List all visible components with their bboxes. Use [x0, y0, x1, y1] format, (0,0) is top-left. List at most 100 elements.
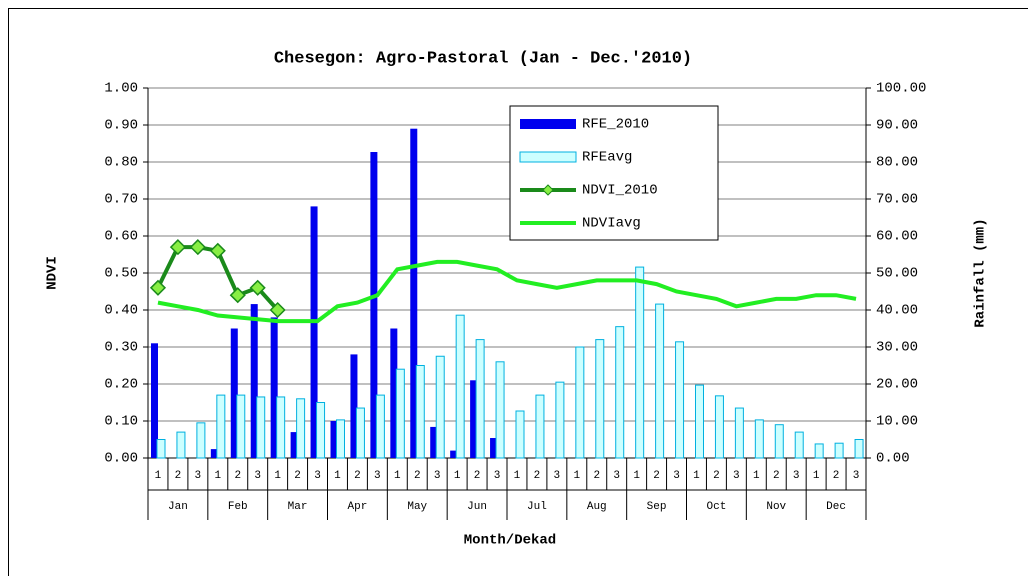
month-label: Oct: [707, 501, 727, 513]
bar: [370, 152, 378, 458]
bar: [390, 328, 398, 458]
bar: [375, 394, 385, 459]
legend-label: NDVI_2010: [582, 183, 658, 199]
bar: [350, 354, 358, 458]
bar: [535, 394, 545, 459]
y-axis-title: NDVI: [45, 256, 61, 290]
y2-tick-label: 80.00: [876, 155, 918, 171]
y-tick-label: 1.00: [104, 81, 138, 97]
bar: [475, 339, 485, 459]
y-tick-label: 0.90: [104, 118, 138, 134]
y-tick-label: 0.80: [104, 155, 138, 171]
y-tick-label: 0.00: [104, 451, 138, 467]
line: [157, 259, 857, 324]
y2-tick-label: 90.00: [876, 118, 918, 134]
x-tick-label: 2: [653, 470, 660, 482]
x-tick-label: 1: [215, 470, 222, 482]
y2-tick-label: 20.00: [876, 377, 918, 393]
y2-tick-label: 50.00: [876, 266, 918, 282]
bar: [256, 396, 266, 459]
y2-tick-label: 100.00: [876, 81, 926, 97]
y-tick-label: 0.10: [104, 414, 138, 430]
month-label: Dec: [826, 501, 846, 513]
marker: [229, 287, 246, 304]
bar: [276, 396, 286, 459]
bar: [290, 432, 298, 458]
month-label: May: [407, 501, 427, 513]
legend-label: RFEavg: [582, 150, 632, 166]
bar: [515, 410, 525, 459]
y-tick-label: 0.20: [104, 377, 138, 393]
bar: [430, 426, 438, 458]
y2-tick-label: 10.00: [876, 414, 918, 430]
bar: [490, 438, 498, 458]
bar: [316, 402, 326, 459]
x-tick-label: 3: [853, 470, 860, 482]
y-tick-label: 0.40: [104, 303, 138, 319]
y2-axis-title: Rainfall (mm): [973, 218, 989, 327]
bar: [330, 421, 338, 458]
x-tick-label: 3: [733, 470, 740, 482]
legend-marker: [542, 184, 554, 196]
bar: [230, 328, 238, 458]
month-label: Apr: [348, 501, 368, 513]
bar: [555, 381, 565, 459]
bar: [695, 384, 704, 459]
bar: [714, 395, 724, 459]
month-label: Jun: [467, 501, 487, 513]
legend-swatch: [519, 151, 577, 163]
x-tick-label: 1: [813, 470, 820, 482]
bar: [196, 422, 206, 459]
bar: [470, 380, 478, 458]
bar: [774, 424, 784, 459]
bar: [270, 317, 278, 458]
marker: [189, 239, 206, 256]
month-label: Jan: [168, 501, 188, 513]
bar: [794, 431, 804, 459]
x-tick-label: 3: [494, 470, 501, 482]
bar: [151, 343, 158, 458]
y2-tick-label: 0.00: [876, 451, 910, 467]
x-tick-label: 2: [713, 470, 720, 482]
x-tick-label: 3: [434, 470, 441, 482]
marker: [269, 301, 286, 319]
bar: [336, 419, 345, 459]
bar: [814, 443, 824, 459]
month-label: Nov: [766, 501, 786, 513]
bar: [236, 394, 246, 459]
x-tick-label: 1: [454, 470, 461, 482]
bar: [250, 304, 258, 458]
bar: [296, 398, 306, 459]
bar: [415, 365, 425, 459]
bar: [834, 442, 844, 459]
month-label: Mar: [288, 501, 308, 513]
x-tick-label: 2: [234, 470, 241, 482]
y2-tick-label: 30.00: [876, 340, 918, 356]
month-label: Feb: [228, 501, 248, 513]
x-tick-label: 3: [314, 470, 321, 482]
month-label: Jul: [527, 501, 547, 513]
x-tick-label: 2: [593, 470, 600, 482]
x-tick-label: 2: [474, 470, 481, 482]
bar: [675, 341, 685, 459]
legend-label: NDVIavg: [582, 216, 641, 232]
marker: [149, 279, 167, 296]
x-tick-label: 1: [693, 470, 700, 482]
month-label: Sep: [647, 501, 667, 513]
bar: [156, 439, 166, 459]
bar: [410, 128, 418, 458]
x-tick-label: 1: [334, 470, 341, 482]
bar: [854, 439, 864, 459]
legend-label: RFE_2010: [582, 117, 649, 133]
x-tick-label: 2: [354, 470, 361, 482]
x-tick-label: 1: [274, 470, 281, 482]
month-label: Aug: [587, 501, 607, 513]
y2-tick-label: 60.00: [876, 229, 918, 245]
x-tick-label: 1: [394, 470, 401, 482]
bar: [395, 368, 405, 459]
x-tick-label: 2: [833, 470, 840, 482]
x-tick-label: 1: [514, 470, 521, 482]
x-tick-label: 3: [673, 470, 680, 482]
bar: [455, 314, 465, 459]
